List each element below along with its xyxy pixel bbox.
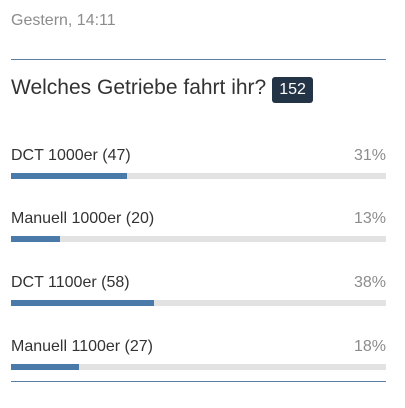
poll-header: Welches Getriebe fahrt ihr? 152 [11, 72, 313, 104]
poll-option-bar-track [11, 364, 386, 370]
total-votes-badge: 152 [272, 77, 313, 103]
poll-option-percent: 13% [353, 210, 386, 227]
poll-top-divider [11, 59, 386, 60]
poll-option-bar-track [11, 300, 386, 306]
poll-bottom-divider [11, 381, 386, 382]
poll-option-label: Manuell 1100er (27) [11, 338, 154, 355]
poll-option-bar-track [11, 236, 386, 242]
poll-option-label: DCT 1000er (47) [11, 147, 131, 164]
poll-option-percent: 38% [353, 274, 386, 291]
poll-question: Welches Getriebe fahrt ihr? [11, 76, 267, 99]
poll-option-label: Manuell 1000er (20) [11, 210, 155, 227]
poll-option-bar-track [11, 173, 386, 179]
poll-option-bar-fill [11, 173, 128, 179]
poll-option-label: DCT 1100er (58) [11, 274, 130, 291]
poll-option-dct-1000[interactable]: DCT 1000er (47) 31% [11, 145, 386, 185]
poll-option-bar-fill [11, 300, 154, 306]
poll-option-bar-fill [11, 364, 79, 370]
poll-option-percent: 31% [353, 147, 386, 164]
poll-option-manuell-1100[interactable]: Manuell 1100er (27) 18% [11, 336, 386, 376]
poll-option-dct-1100[interactable]: DCT 1100er (58) 38% [11, 272, 386, 312]
poll-option-bar-fill [11, 236, 60, 242]
post-timestamp: Gestern, 14:11 [11, 12, 116, 29]
poll-option-percent: 18% [353, 338, 386, 355]
poll-option-manuell-1000[interactable]: Manuell 1000er (20) 13% [11, 208, 386, 248]
